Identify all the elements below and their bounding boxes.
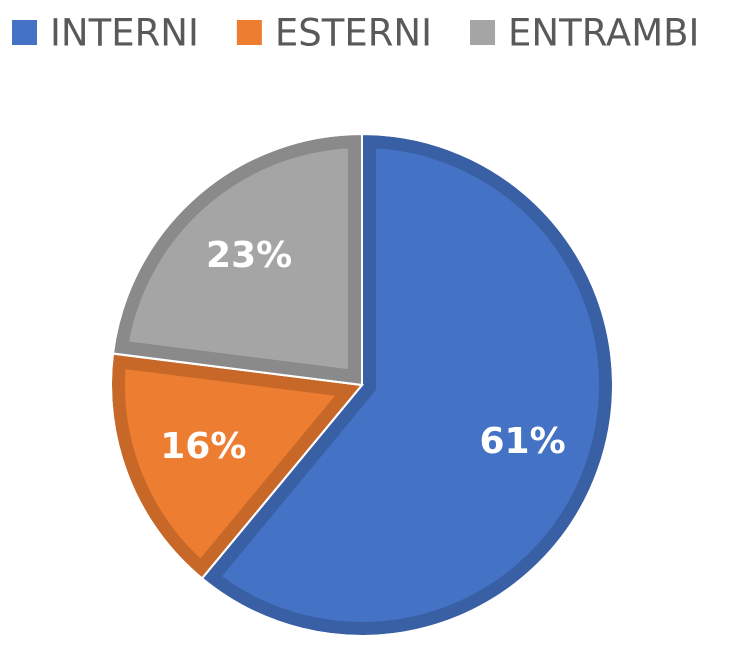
legend-label: INTERNI xyxy=(50,12,199,55)
slice-label: 16% xyxy=(160,426,246,467)
legend-label: ESTERNI xyxy=(275,12,432,55)
legend-swatch xyxy=(470,20,496,45)
slice-label: 61% xyxy=(480,421,566,462)
legend-swatch xyxy=(12,20,37,45)
legend-swatch xyxy=(236,20,262,45)
slice-edge xyxy=(110,352,364,580)
slice-group xyxy=(111,132,363,387)
slice-edge xyxy=(111,132,363,387)
slice-group xyxy=(110,352,364,580)
slice-group xyxy=(200,132,614,637)
legend-label: ENTRAMBI xyxy=(508,12,699,55)
slice-label: 23% xyxy=(206,235,292,276)
slice-edge xyxy=(200,132,614,637)
